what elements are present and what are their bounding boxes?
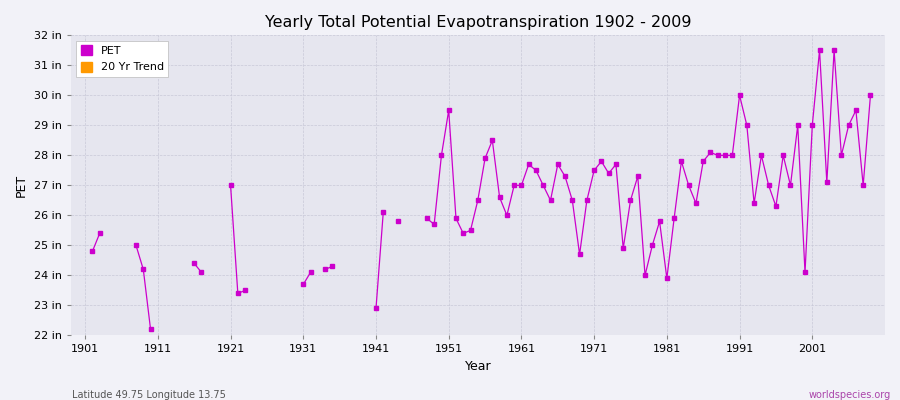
X-axis label: Year: Year (464, 360, 491, 373)
Y-axis label: PET: PET (15, 174, 28, 197)
Title: Yearly Total Potential Evapotranspiration 1902 - 2009: Yearly Total Potential Evapotranspiratio… (265, 15, 691, 30)
Text: Latitude 49.75 Longitude 13.75: Latitude 49.75 Longitude 13.75 (72, 390, 226, 400)
Legend: PET, 20 Yr Trend: PET, 20 Yr Trend (76, 41, 168, 77)
Text: worldspecies.org: worldspecies.org (809, 390, 891, 400)
